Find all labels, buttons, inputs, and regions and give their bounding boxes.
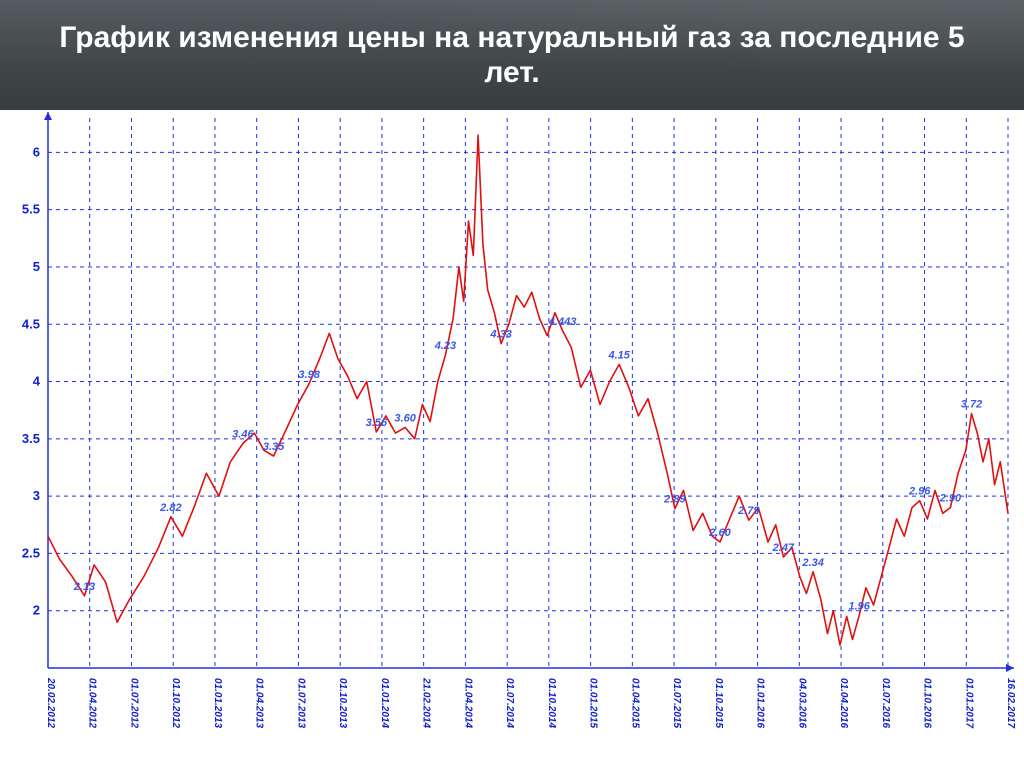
value-annotation: 4.15 — [607, 349, 630, 361]
slide-title: График изменения цены на натуральный газ… — [0, 20, 1024, 91]
value-annotation: 2.96 — [908, 486, 931, 498]
ytick-label: 5.5 — [22, 202, 40, 217]
value-annotation: 2.82 — [159, 502, 181, 514]
xtick-label: 04.03.2016 — [796, 678, 807, 728]
ytick-label: 3.5 — [22, 431, 40, 446]
ytick-label: 2 — [33, 603, 40, 618]
value-annotation: 3.98 — [298, 369, 320, 381]
value-annotation: 2.79 — [737, 505, 760, 517]
value-annotation: 4.23 — [434, 340, 456, 352]
xtick-label: 01.04.2015 — [629, 678, 640, 728]
ytick-label: 6 — [33, 144, 40, 159]
xtick-label: 01.10.2016 — [922, 678, 933, 728]
value-annotation: 3.60 — [394, 412, 416, 424]
value-annotation: 2.34 — [801, 557, 823, 569]
price-series — [48, 135, 1008, 645]
title-banner: График изменения цены на натуральный газ… — [0, 0, 1024, 110]
ytick-label: 3 — [33, 488, 40, 503]
value-annotation: 2.13 — [73, 581, 95, 593]
value-annotation: 3.72 — [961, 399, 982, 411]
value-annotation: 3.35 — [263, 441, 285, 453]
value-annotation: 2.89 — [663, 494, 686, 506]
xtick-label: 01.07.2012 — [128, 678, 139, 728]
x-axis-arrow — [1006, 664, 1014, 672]
xtick-label: 01.07.2015 — [671, 678, 682, 728]
ytick-label: 5 — [33, 259, 40, 274]
xtick-label: 01.01.2015 — [588, 678, 599, 728]
price-chart: 2 2.5 3 3.5 4 4.5 5 5.5 6 20.02.2012 01.04.2012 01.… — [0, 110, 1024, 767]
ytick-label: 2.5 — [22, 545, 40, 560]
value-annotation: 4.33 — [489, 329, 511, 341]
xtick-label: 01.10.2012 — [170, 678, 181, 728]
xtick-label: 01.01.2016 — [755, 678, 766, 728]
xtick-label: 01.07.2014 — [504, 678, 515, 728]
chart-svg: 2 2.5 3 3.5 4 4.5 5 5.5 6 20.02.2012 01.04.2012 01.… — [0, 110, 1024, 767]
xtick-label: 01.10.2015 — [713, 678, 724, 728]
value-annotation: 1.96 — [848, 600, 870, 612]
value-annotation: 3.46 — [232, 428, 254, 440]
xtick-label: 01.04.2012 — [87, 678, 98, 728]
xtick-label: 16.02.2017 — [1005, 678, 1016, 728]
xtick-label: 01.04.2014 — [462, 678, 473, 728]
xtick-label: 01.01.2017 — [963, 678, 974, 728]
value-annotation: 2.47 — [772, 542, 795, 554]
xtick-label: 01.10.2013 — [337, 678, 348, 728]
xtick-label: 01.10.2014 — [546, 678, 557, 728]
ytick-label: 4 — [33, 374, 41, 389]
value-annotation: 2.60 — [708, 527, 731, 539]
xtick-label: 01.01.2014 — [379, 678, 390, 728]
value-annotation: 2.90 — [939, 493, 962, 505]
ytick-label: 4.5 — [22, 316, 40, 331]
xtick-label: 01.07.2016 — [880, 678, 891, 728]
xtick-label: 01.04.2016 — [838, 678, 849, 728]
xtick-label: 01.07.2013 — [295, 678, 306, 728]
value-annotation: 3.56 — [366, 417, 388, 429]
xtick-label: 01.01.2013 — [212, 678, 223, 728]
xtick-label: 20.02.2012 — [45, 677, 56, 728]
xtick-label: 21.02.2014 — [421, 677, 432, 728]
value-annotation: 4.443 — [548, 316, 577, 328]
y-axis-arrow — [44, 112, 52, 120]
xtick-label: 01.04.2013 — [254, 678, 265, 728]
